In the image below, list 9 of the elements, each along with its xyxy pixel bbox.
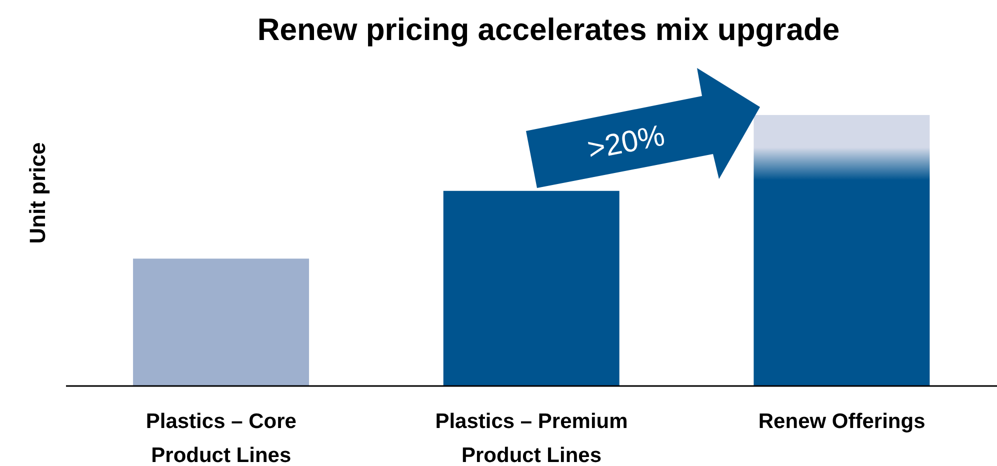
- bar: [443, 190, 620, 386]
- bar: [133, 258, 310, 386]
- chart-title: Renew pricing accelerates mix upgrade: [256, 11, 841, 49]
- annotation: >20%: [584, 119, 668, 166]
- x-tick-label: Plastics – Core Product Lines: [146, 410, 296, 466]
- y-axis-title: Unit price: [25, 142, 50, 244]
- bar: [754, 180, 930, 386]
- x-tick-label: Plastics – Premium Product Lines: [435, 410, 628, 466]
- x-tick-label: Renew Offerings: [758, 410, 926, 433]
